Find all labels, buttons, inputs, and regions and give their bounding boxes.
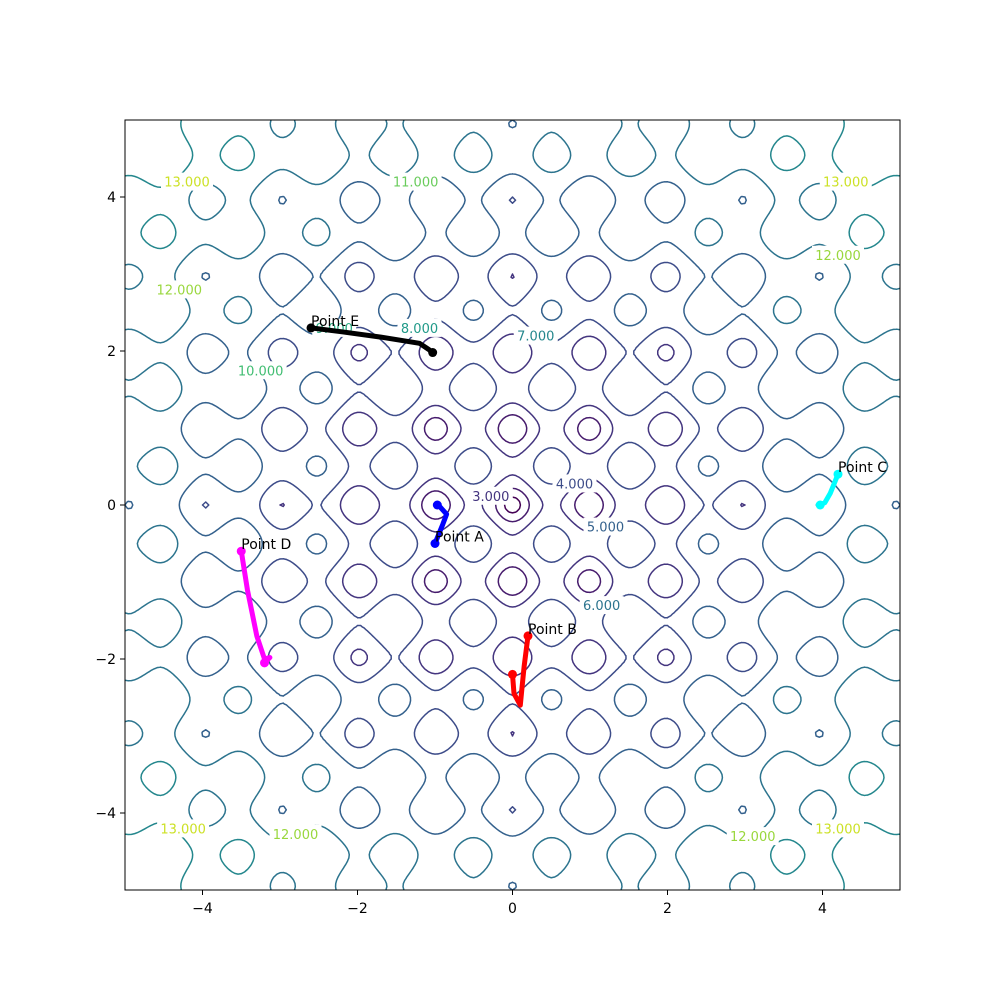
point-d-start-marker bbox=[236, 546, 246, 556]
contour-label-bg bbox=[552, 474, 597, 493]
x-tick-label: 0 bbox=[508, 901, 517, 917]
contour-line-level-4 bbox=[201, 196, 824, 814]
y-tick-label: 2 bbox=[107, 344, 116, 360]
point-a-end-marker bbox=[432, 500, 442, 510]
contour-label: 5.000 bbox=[587, 521, 624, 536]
contour-label: 12.000 bbox=[157, 283, 203, 298]
contour-label: 13.000 bbox=[815, 822, 861, 837]
x-tick-label: 2 bbox=[663, 901, 672, 917]
contour-labels: 3.0004.0005.0006.0007.0008.0009.00010.00… bbox=[153, 172, 872, 846]
point-e-start-marker bbox=[306, 323, 316, 333]
point-d-label: Point D bbox=[241, 537, 291, 553]
x-tick-label: 4 bbox=[818, 901, 827, 917]
point-c-start-marker bbox=[833, 469, 843, 479]
contour-label: 13.000 bbox=[160, 822, 206, 837]
contour-label-bg bbox=[583, 517, 628, 536]
point-d-path bbox=[238, 548, 273, 666]
point-labels: Point A Point B Point C Point D Point E bbox=[241, 314, 887, 638]
point-b-label: Point B bbox=[528, 622, 577, 638]
contour-label: 12.000 bbox=[815, 249, 861, 264]
contour-label: 12.000 bbox=[273, 828, 319, 843]
contour-label: 10.000 bbox=[238, 364, 284, 379]
point-a-label: Point A bbox=[435, 530, 484, 546]
point-b-start-marker bbox=[523, 631, 533, 641]
contour-label-bg bbox=[157, 819, 210, 838]
point-a-start-marker bbox=[430, 539, 440, 548]
trajectory-paths bbox=[236, 323, 843, 708]
contour-label-bg bbox=[397, 318, 442, 337]
contour-label: 3.000 bbox=[472, 490, 509, 505]
contour-lines bbox=[125, 120, 900, 890]
contour-label: 12.000 bbox=[730, 830, 776, 845]
point-b-path bbox=[510, 633, 531, 708]
contour-label: 7.000 bbox=[517, 330, 554, 345]
contour-label-bg bbox=[269, 824, 322, 843]
x-axis: −4 −2 0 2 4 bbox=[192, 890, 827, 917]
y-tick-label: −2 bbox=[95, 652, 116, 668]
contour-line-level-3 bbox=[279, 273, 746, 737]
contour-line-level-7 bbox=[125, 120, 900, 890]
x-tick-label: −4 bbox=[192, 901, 213, 917]
point-d-end-marker bbox=[260, 658, 269, 668]
contour-label: 13.000 bbox=[823, 176, 869, 191]
contour-label-bg bbox=[161, 172, 213, 191]
contour-label-bg bbox=[513, 326, 558, 345]
point-e-end-marker bbox=[428, 348, 438, 358]
contour-label-bg bbox=[389, 172, 442, 191]
contour-label-bg bbox=[819, 172, 872, 191]
contour-label: 4.000 bbox=[556, 477, 593, 492]
point-b-end-marker bbox=[508, 669, 517, 679]
contour-line-level-5 bbox=[125, 120, 900, 890]
contour-line-level-6 bbox=[125, 120, 900, 890]
point-c-label: Point C bbox=[838, 460, 887, 476]
contour-label-bg bbox=[812, 245, 864, 264]
contour-label-bg bbox=[153, 280, 206, 299]
y-axis: −4 −2 0 2 4 bbox=[95, 190, 125, 822]
contour-label-bg bbox=[812, 819, 864, 838]
y-tick-label: 0 bbox=[107, 498, 116, 514]
point-c-end-marker bbox=[815, 500, 825, 510]
contour-label-bg bbox=[579, 596, 624, 615]
contour-label-bg bbox=[234, 361, 287, 380]
y-tick-label: 4 bbox=[107, 190, 116, 206]
contour-label-bg bbox=[726, 827, 779, 846]
contour-label: 11.000 bbox=[393, 176, 439, 191]
contour-label: 8.000 bbox=[401, 322, 438, 337]
y-tick-label: −4 bbox=[95, 806, 116, 822]
point-e-label: Point E bbox=[311, 314, 359, 330]
x-tick-label: −2 bbox=[347, 901, 368, 917]
contour-label: 13.000 bbox=[164, 176, 210, 191]
contour-label: 6.000 bbox=[583, 599, 620, 614]
contour-label-bg bbox=[468, 486, 513, 505]
